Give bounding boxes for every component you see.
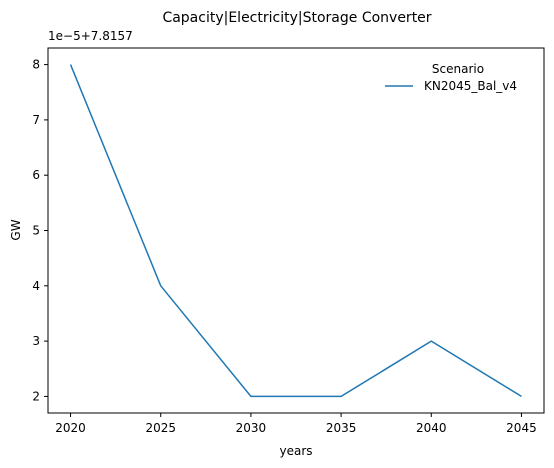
legend: Scenario KN2045_Bal_v4 [385,62,517,93]
x-tick-label: 2020 [55,421,86,435]
x-tick-label: 2045 [506,421,537,435]
x-axis: 2020 2025 2030 2035 2040 2045 [55,413,537,435]
x-axis-label: years [279,444,312,458]
legend-title: Scenario [432,62,484,76]
y-tick-label: 8 [32,58,40,72]
y-tick-label: 7 [32,113,40,127]
x-tick-label: 2025 [145,421,176,435]
x-tick-label: 2030 [236,421,267,435]
y-tick-label: 6 [32,168,40,182]
series-layer [69,64,522,398]
chart-title: Capacity|Electricity|Storage Converter [162,10,431,26]
series-line-kn2045-bal-v4 [69,64,522,398]
x-tick-label: 2035 [326,421,357,435]
y-tick-label: 4 [32,279,40,293]
plot-area [47,47,545,414]
y-tick-label: 2 [32,389,40,403]
y-tick-label: 3 [32,334,40,348]
y-tick-label: 5 [32,224,40,238]
x-tick-label: 2040 [416,421,447,435]
y-offset-label: 1e−5+7.8157 [48,29,133,43]
legend-label-kn2045-bal-v4: KN2045_Bal_v4 [424,79,517,93]
y-axis-label: GW [9,219,23,240]
y-axis: 2 3 4 5 6 7 8 [32,58,48,403]
